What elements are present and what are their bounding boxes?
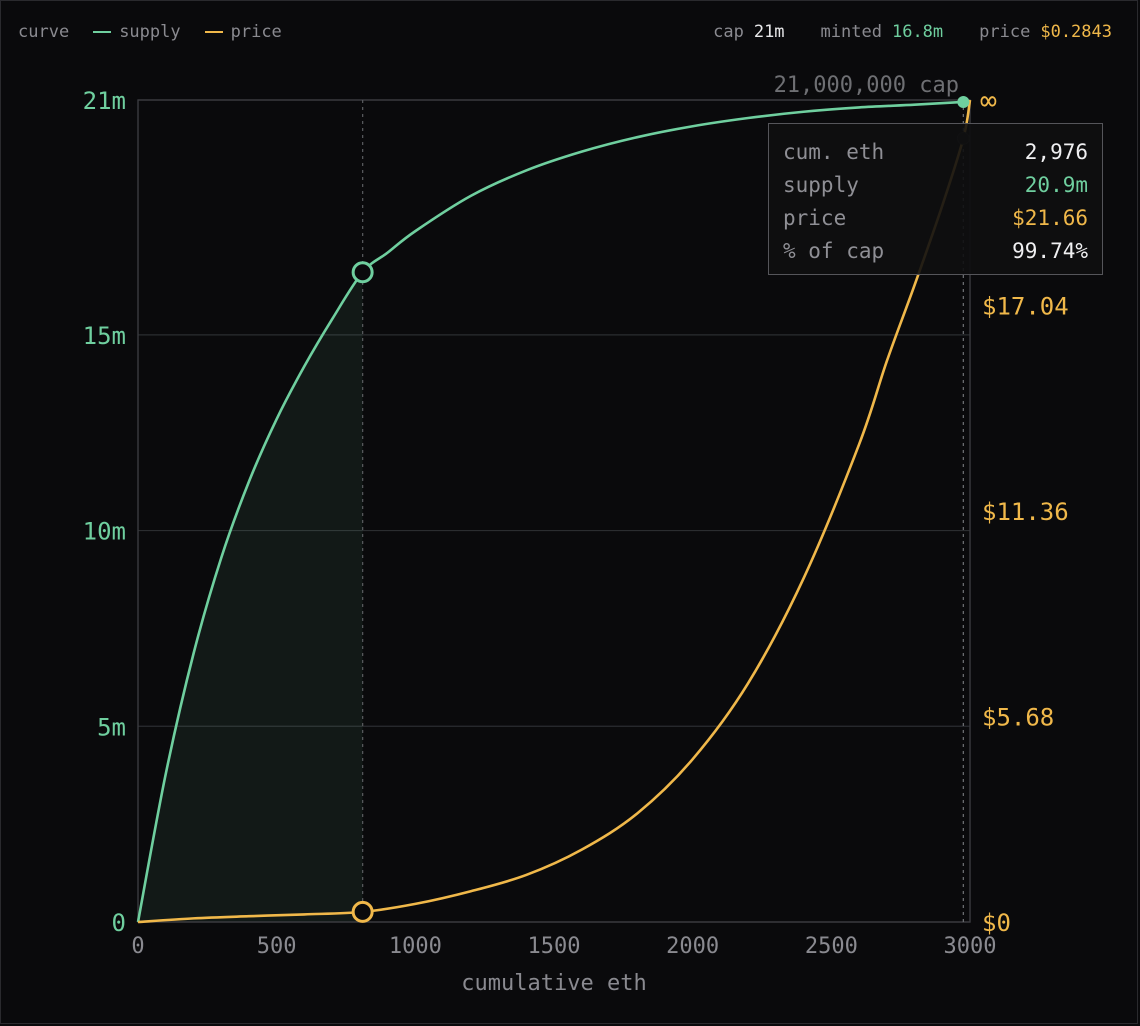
stat-value: $0.2843: [1040, 22, 1112, 42]
cap-line-label: 21,000,000 cap: [774, 73, 959, 98]
x-tick-label: 1500: [528, 934, 581, 959]
y-left-tick-label: 5m: [97, 713, 126, 741]
legend: curve supply price: [18, 22, 282, 42]
stat-price: price $0.2843: [979, 22, 1112, 42]
price-line: [137, 99, 972, 924]
x-tick-label: 3000: [944, 934, 997, 959]
legend-title: curve: [18, 22, 70, 42]
x-tick-label: 500: [257, 934, 297, 959]
x-tick-label: 0: [131, 934, 144, 959]
y-right-tick-label: $5.68: [982, 704, 1054, 732]
tooltip-row-price: price $21.66: [783, 202, 1088, 235]
stat-label: cap: [713, 22, 744, 42]
supply-hover-dot: [957, 95, 970, 108]
stat-value: 16.8m: [891, 22, 944, 42]
x-tick-label: 1000: [389, 934, 442, 959]
tooltip-key: cum. eth: [783, 140, 885, 164]
price-marker: [351, 900, 374, 923]
tooltip-value: $21.66: [1012, 206, 1088, 230]
stat-cap: cap 21m: [713, 22, 784, 42]
plot-border: [137, 99, 971, 923]
y-right-infinity-label: ∞: [980, 84, 997, 117]
supply-swatch-icon: [93, 31, 112, 33]
tooltip-row-pct-cap: % of cap 99.74%: [783, 235, 1088, 268]
x-axis-label: cumulative eth: [461, 971, 646, 996]
legend-item-supply[interactable]: supply: [93, 22, 181, 42]
tooltip-key: % of cap: [783, 239, 885, 263]
tooltip-row-supply: supply 20.9m: [783, 169, 1088, 202]
minted-area: [138, 272, 363, 922]
hover-tooltip: cum. eth 2,976 supply 20.9m price $21.66…: [768, 123, 1103, 275]
x-tick-label: 2000: [666, 934, 719, 959]
stat-label: price: [979, 22, 1031, 42]
y-right-tick-label: $17.04: [982, 293, 1069, 321]
legend-item-price[interactable]: price: [204, 22, 282, 42]
stat-label: minted: [820, 22, 882, 42]
tooltip-row-cum-eth: cum. eth 2,976: [783, 136, 1088, 169]
tooltip-value: 20.9m: [1024, 173, 1088, 197]
supply-marker: [351, 261, 374, 284]
legend-item-label: price: [230, 22, 282, 42]
tooltip-key: price: [783, 206, 847, 230]
legend-item-label: supply: [119, 22, 181, 42]
y-left-tick-label: 21m: [83, 87, 126, 115]
tooltip-value: 99.74%: [1012, 239, 1088, 263]
supply-line: [136, 100, 964, 923]
y-left-tick-label: 15m: [83, 322, 126, 350]
y-left-tick-label: 0: [112, 909, 126, 937]
y-right-tick-label: $11.36: [982, 498, 1069, 526]
top-bar: curve supply price cap 21m minted 16.8m pr…: [18, 20, 1112, 44]
y-right-tick-label: $0: [982, 909, 1011, 937]
stat-minted: minted 16.8m: [821, 22, 944, 42]
tooltip-key: supply: [783, 173, 859, 197]
stats: cap 21m minted 16.8m price $0.2843: [677, 22, 1112, 42]
tooltip-value: 2,976: [1024, 140, 1088, 164]
x-tick-label: 2500: [805, 934, 858, 959]
price-swatch-icon: [204, 31, 223, 33]
stat-value: 21m: [753, 22, 785, 42]
y-left-tick-label: 10m: [83, 518, 126, 546]
